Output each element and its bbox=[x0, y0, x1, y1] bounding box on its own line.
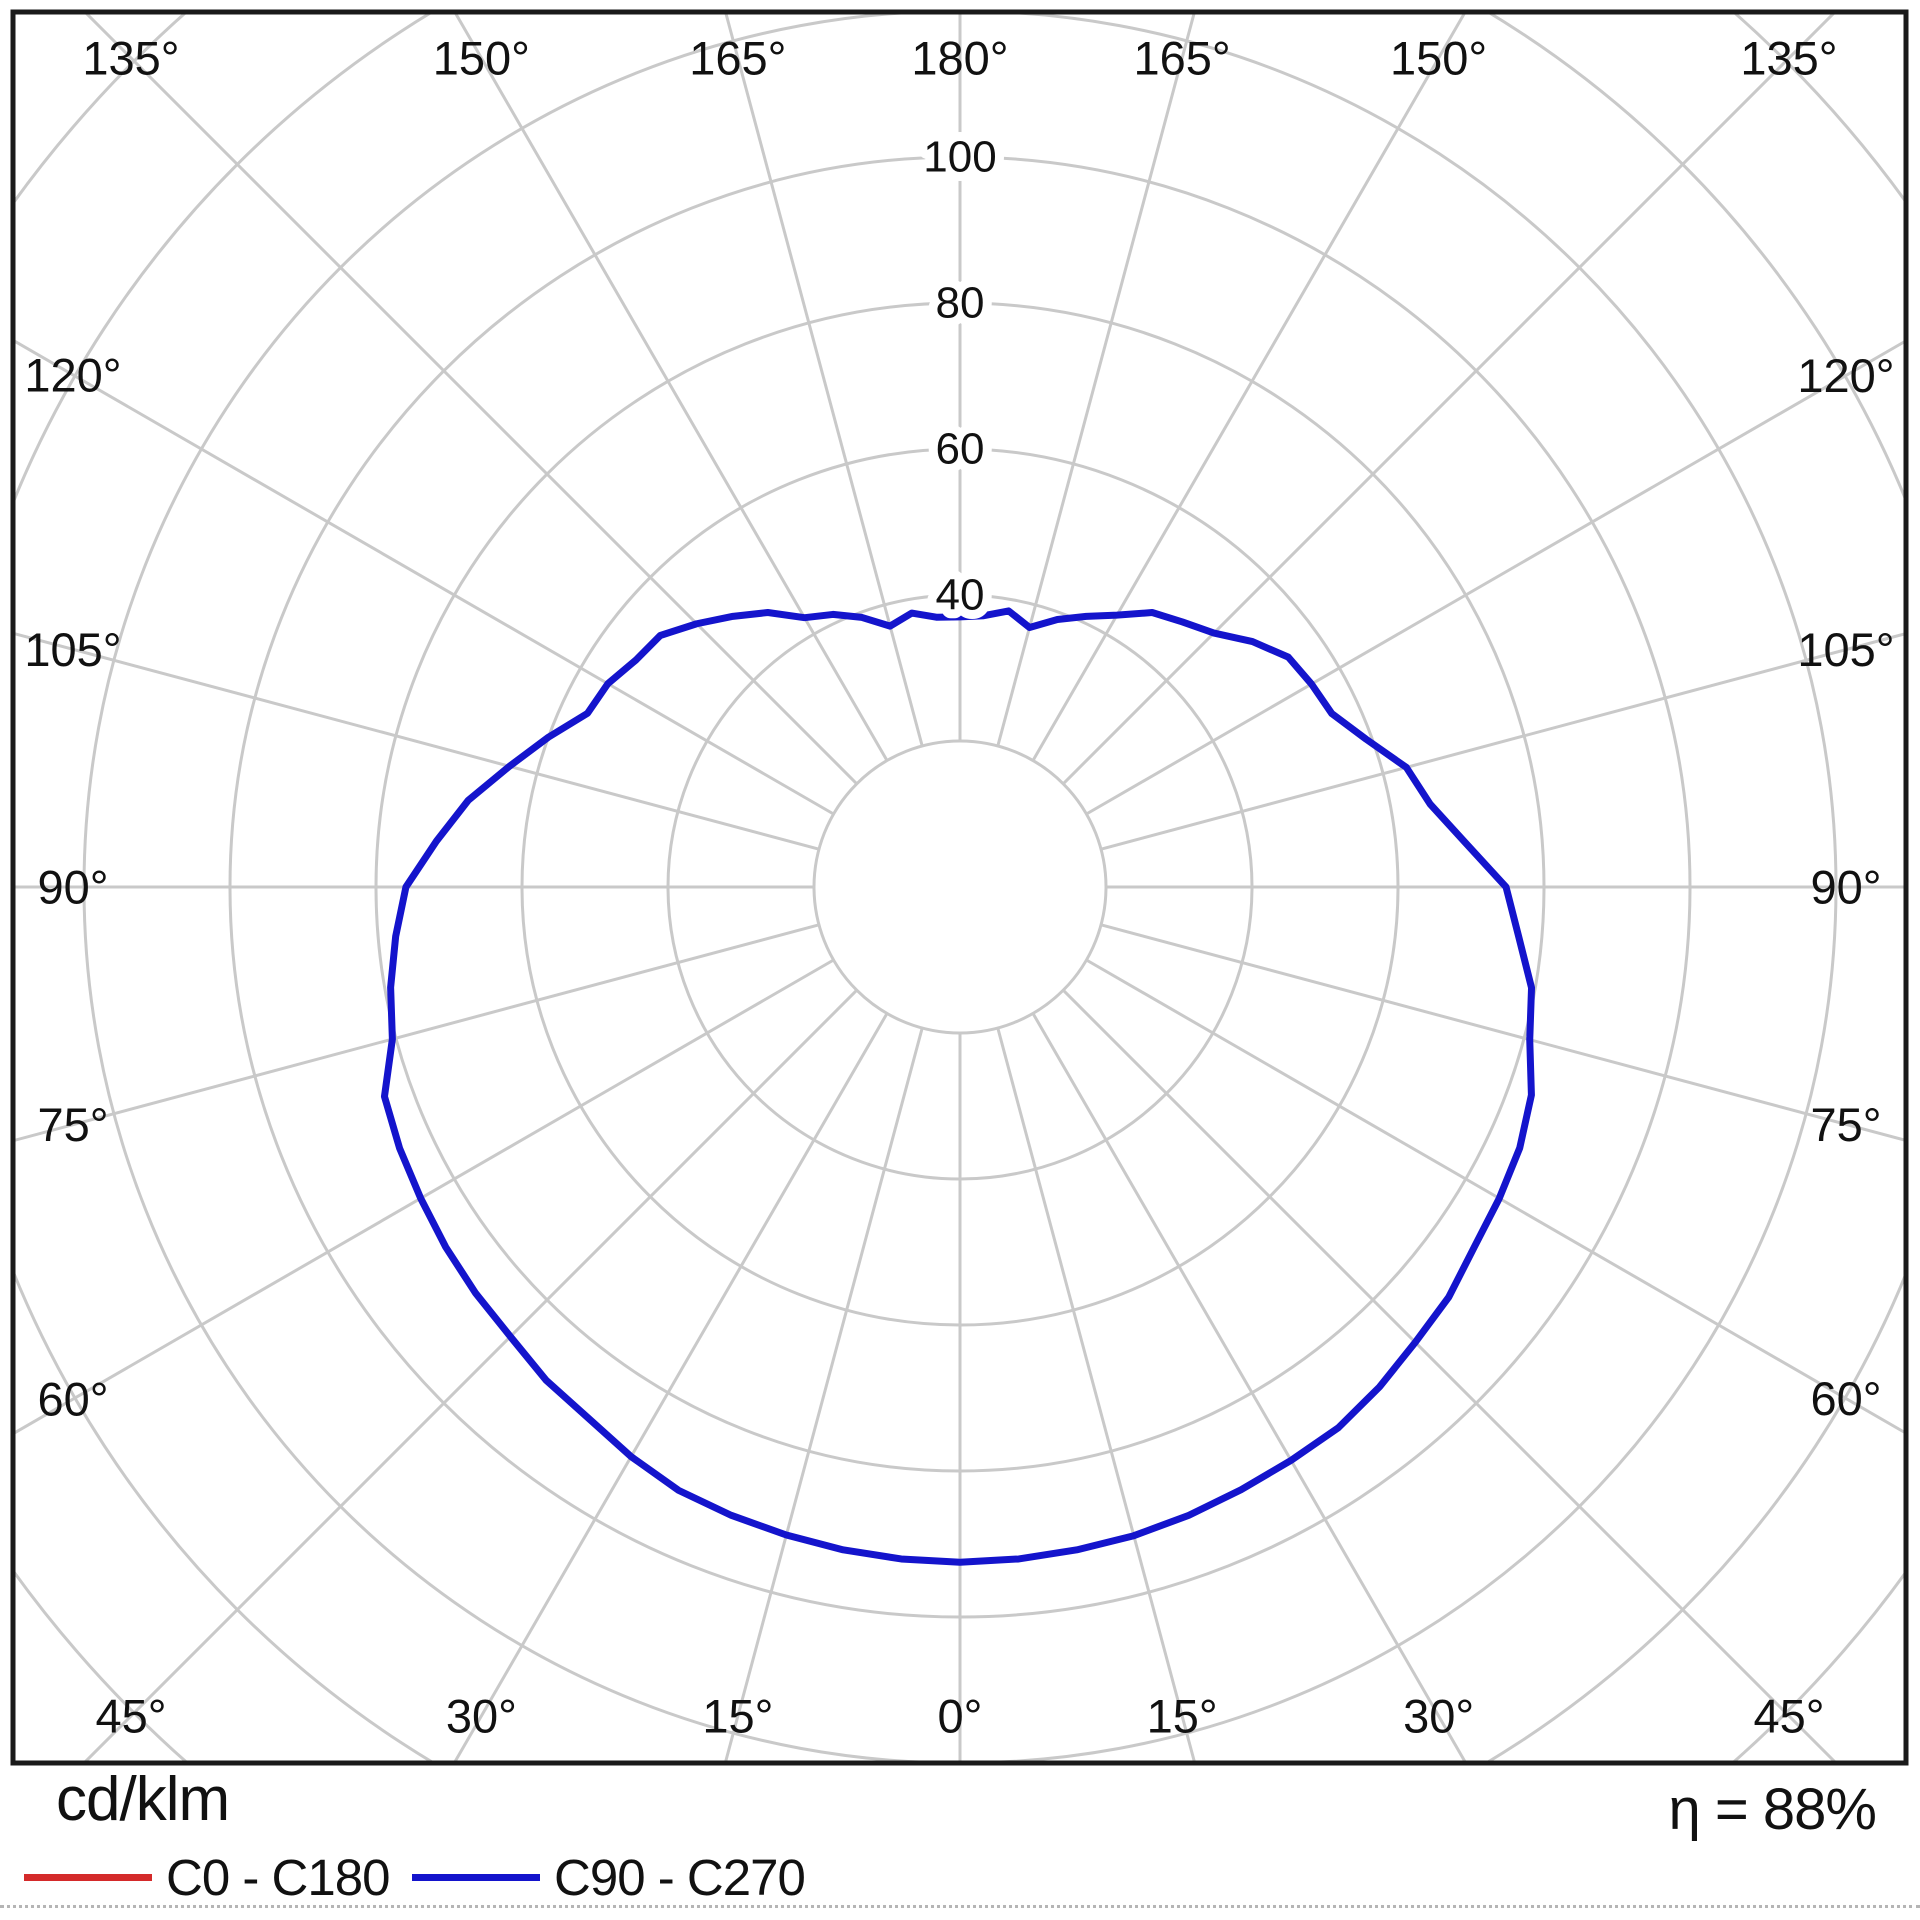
grid-spoke-105 bbox=[1100, 631, 1906, 851]
grid-spoke-120 bbox=[1085, 339, 1906, 816]
grid-spoke-255 bbox=[13, 631, 820, 851]
grid-spoke-75 bbox=[1100, 923, 1906, 1143]
grid-spoke-345 bbox=[723, 1027, 924, 1763]
grid-spoke-330 bbox=[452, 1012, 889, 1763]
grid-spoke-300 bbox=[13, 958, 835, 1436]
angle-label-135R: 135° bbox=[1740, 32, 1837, 85]
grid-spoke-30 bbox=[1031, 1012, 1468, 1763]
grid-spoke-315 bbox=[81, 989, 858, 1763]
angle-label-60R: 60° bbox=[1810, 1372, 1881, 1425]
angle-label-90L: 90° bbox=[37, 861, 108, 914]
angle-label-0: 0° bbox=[938, 1690, 983, 1743]
angle-label-105L: 105° bbox=[24, 623, 121, 676]
angle-label-75R: 75° bbox=[1810, 1098, 1881, 1151]
legend-item-c90-c270: C90 - C270 bbox=[412, 1842, 806, 1912]
grid-spoke-285 bbox=[13, 923, 820, 1143]
c0-c180-line-swatch bbox=[24, 1873, 152, 1881]
plot-frame bbox=[10, 9, 1909, 1766]
radial-tick-label-60: 60 bbox=[936, 425, 985, 474]
c90-c270-line-swatch bbox=[412, 1873, 540, 1881]
bottom-divider-line bbox=[0, 1905, 1920, 1908]
grid-spoke-135 bbox=[1062, 12, 1838, 785]
grid-spoke-60 bbox=[1085, 958, 1906, 1435]
angle-label-165L: 165° bbox=[689, 32, 786, 85]
angle-label-45L: 45° bbox=[95, 1690, 166, 1743]
grid-spoke-165 bbox=[996, 12, 1197, 747]
grid-ring-20 bbox=[812, 739, 1108, 1035]
angle-label-120L: 120° bbox=[24, 348, 121, 401]
angle-label-60L: 60° bbox=[37, 1373, 108, 1426]
angle-label-150R: 150° bbox=[1390, 32, 1487, 85]
angle-label-180: 180° bbox=[911, 32, 1008, 85]
angle-label-165R: 165° bbox=[1134, 32, 1231, 85]
c90-c270-curve bbox=[380, 607, 1536, 1566]
legend-item-c0-c180: C0 - C180 bbox=[24, 1842, 390, 1912]
angle-label-120R: 120° bbox=[1797, 349, 1894, 402]
angle-label-30L: 30° bbox=[446, 1690, 517, 1743]
efficiency-badge: η = 88% bbox=[1668, 1777, 1877, 1842]
radial-tick-label-80: 80 bbox=[936, 279, 985, 328]
grid-spoke-15 bbox=[996, 1027, 1197, 1763]
legend-label-c90-c270: C90 - C270 bbox=[554, 1848, 806, 1906]
angle-label-105R: 105° bbox=[1797, 623, 1894, 676]
angle-label-15L: 15° bbox=[702, 1690, 773, 1743]
angle-label-135L: 135° bbox=[82, 32, 179, 85]
grid-spoke-225 bbox=[82, 12, 858, 785]
angle-label-150L: 150° bbox=[433, 32, 530, 85]
legend-label-c0-c180: C0 - C180 bbox=[166, 1848, 390, 1906]
grid-spoke-240 bbox=[13, 338, 835, 816]
angle-label-30R: 30° bbox=[1403, 1690, 1474, 1743]
grid-spoke-45 bbox=[1062, 989, 1839, 1763]
grid-spoke-210 bbox=[453, 12, 889, 762]
radial-tick-label-100: 100 bbox=[923, 133, 996, 182]
grid-spoke-195 bbox=[723, 12, 924, 747]
grid-spoke-150 bbox=[1031, 12, 1467, 762]
angle-label-90R: 90° bbox=[1810, 861, 1881, 914]
legend: C0 - C180 C90 - C270 bbox=[0, 1842, 1920, 1912]
angle-label-15R: 15° bbox=[1147, 1690, 1218, 1743]
radial-tick-label-40: 40 bbox=[936, 571, 985, 620]
angle-label-45R: 45° bbox=[1753, 1690, 1824, 1743]
unit-label: cd/klm bbox=[56, 1765, 230, 1834]
angle-label-75L: 75° bbox=[37, 1098, 108, 1151]
